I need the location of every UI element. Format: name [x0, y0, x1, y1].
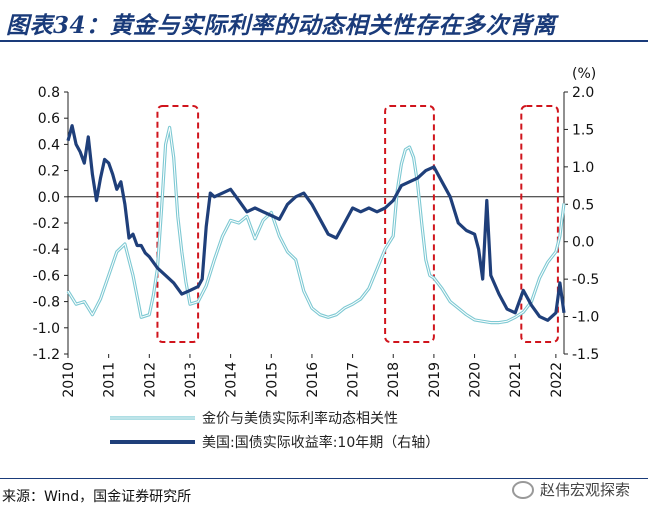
right-tick-label: -1.5 — [572, 347, 599, 363]
right-tick-label: 0.0 — [572, 235, 594, 251]
left-tick-label: 0.0 — [38, 190, 60, 206]
right-tick-label: -1.0 — [572, 310, 599, 326]
wechat-icon — [511, 480, 534, 499]
right-tick-label: -0.5 — [572, 272, 599, 288]
x-tick-label: 2017 — [346, 362, 362, 398]
title-divider — [0, 40, 648, 42]
watermark: 赵伟宏观探索 — [511, 479, 630, 500]
x-tick-label: 2013 — [183, 362, 199, 398]
highlight-box — [520, 105, 559, 343]
left-tick-label: 0.2 — [38, 164, 60, 180]
x-tick-label: 2010 — [61, 362, 77, 398]
x-tick-label: 2022 — [549, 362, 565, 398]
x-tick-label: 2012 — [142, 362, 158, 398]
left-tick-label: 0.6 — [38, 111, 60, 127]
x-tick-label: 2014 — [224, 362, 240, 398]
left-tick-label: -0.2 — [33, 216, 60, 232]
left-tick-label: 0.8 — [38, 85, 60, 101]
source-divider — [0, 478, 648, 479]
left-tick-label: -0.6 — [33, 268, 60, 284]
left-tick-label: -1.2 — [33, 347, 60, 363]
left-tick-label: -0.4 — [33, 242, 60, 258]
watermark-text: 赵伟宏观探索 — [539, 481, 630, 499]
left-tick-label: -0.8 — [33, 295, 60, 311]
x-tick-label: 2019 — [427, 362, 443, 398]
series-line-real-yield — [66, 124, 566, 322]
right-tick-label: 1.5 — [572, 122, 594, 138]
left-tick-label: 0.4 — [38, 137, 60, 153]
right-tick-label: 1.0 — [572, 160, 594, 176]
right-tick-label: 0.5 — [572, 197, 594, 213]
x-tick-label: 2018 — [386, 362, 402, 398]
figure-title: 图表34：黄金与实际利率的动态相关性存在多次背离 — [6, 12, 557, 39]
highlight-box — [156, 105, 200, 343]
left-tick-label: -1.0 — [33, 321, 60, 337]
highlight-box — [384, 105, 435, 343]
legend-label-real-yield: 美国:国债实际收益率:10年期（右轴） — [202, 434, 439, 451]
x-tick-label: 2011 — [102, 362, 118, 398]
x-tick-label: 2015 — [264, 362, 280, 398]
right-axis-unit: (%) — [572, 66, 596, 82]
x-tick-label: 2016 — [305, 362, 321, 398]
source-note: 来源：Wind，国金证券研究所 — [2, 489, 192, 505]
right-tick-label: 2.0 — [572, 85, 594, 101]
x-tick-label: 2020 — [468, 362, 484, 398]
x-tick-label: 2021 — [508, 362, 524, 398]
legend-label-correlation: 金价与美债实际利率动态相关性 — [202, 410, 398, 427]
